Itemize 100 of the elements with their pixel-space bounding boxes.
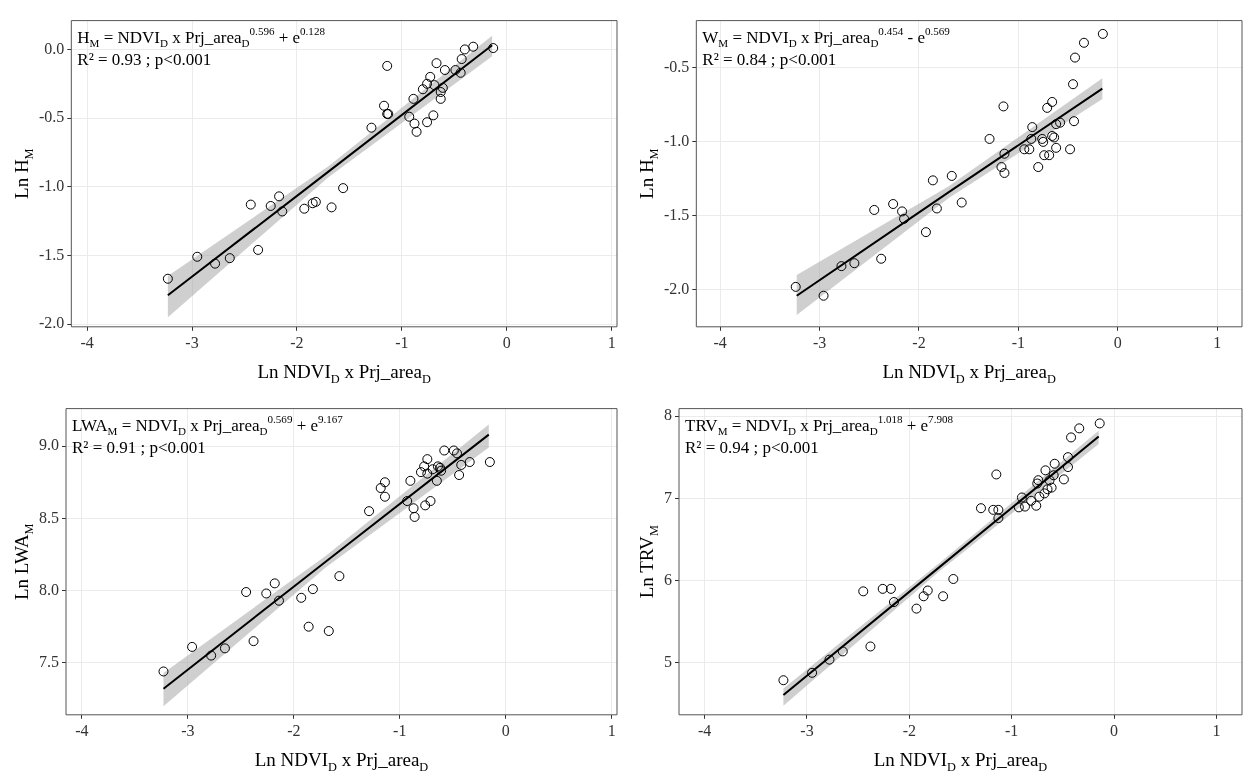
annotation: R² = 0.91 ; p<0.001 [72, 437, 206, 457]
point [920, 227, 931, 238]
y-axis-title: Ln LWAM [11, 523, 36, 600]
y-axis-title: Ln HM [11, 148, 36, 199]
point [999, 167, 1010, 178]
point [849, 258, 860, 269]
point [1039, 488, 1050, 499]
point [456, 54, 467, 65]
point [210, 258, 221, 269]
point [338, 183, 349, 194]
point [1070, 52, 1081, 63]
point [1058, 474, 1069, 485]
point [818, 290, 829, 301]
point [993, 504, 1004, 515]
point [420, 500, 431, 511]
point [1074, 423, 1085, 434]
point [429, 80, 440, 91]
point [326, 202, 337, 213]
point [277, 206, 288, 217]
y-tick-label: 5 [664, 653, 672, 671]
point [439, 445, 450, 456]
x-tick-label: -1 [395, 333, 409, 351]
point [334, 571, 345, 582]
point [323, 626, 334, 637]
point [488, 43, 499, 54]
point [1044, 150, 1055, 161]
point [1046, 482, 1057, 493]
point [307, 584, 318, 595]
point [1048, 470, 1059, 481]
x-tick-label: 0 [1113, 333, 1122, 351]
annotation: R² = 0.84 ; p<0.001 [702, 49, 837, 69]
point [422, 78, 433, 89]
y-tick-label: 9.0 [39, 436, 59, 454]
y-tick-label: 0.0 [44, 39, 65, 57]
point [437, 82, 448, 93]
point [1047, 96, 1058, 107]
point [1019, 501, 1030, 512]
point [454, 470, 465, 481]
point [419, 461, 430, 472]
point [158, 666, 169, 677]
point [417, 84, 428, 95]
point [382, 60, 393, 71]
point [265, 200, 276, 211]
x-tick-label: -4 [75, 721, 89, 739]
point [993, 513, 1004, 524]
point [869, 204, 880, 215]
point [877, 583, 888, 594]
y-tick-label: 6 [664, 570, 672, 588]
point [464, 457, 475, 468]
y-tick-label: -0.5 [664, 58, 690, 76]
point [946, 170, 957, 181]
point [241, 587, 252, 598]
point [1097, 28, 1108, 39]
x-tick-label: -2 [290, 333, 304, 351]
point [425, 71, 436, 82]
point [408, 93, 419, 104]
y-tick-label: -1.0 [39, 176, 65, 194]
point [1034, 491, 1045, 502]
point [988, 504, 999, 515]
point [422, 468, 433, 479]
x-tick-label: 1 [1212, 721, 1221, 739]
point [1066, 432, 1077, 443]
point [299, 203, 310, 214]
point [409, 118, 420, 129]
point [296, 592, 307, 603]
point [411, 126, 422, 137]
point [1016, 492, 1027, 503]
x-tick-label: -3 [181, 721, 195, 739]
point [1055, 117, 1066, 128]
point [927, 175, 938, 186]
point [269, 578, 280, 589]
y-tick-label: -1.5 [39, 245, 65, 263]
x-tick-label: -3 [800, 721, 814, 739]
point [274, 191, 285, 202]
point [273, 595, 284, 606]
x-tick-label: 0 [501, 721, 510, 739]
point [405, 475, 416, 486]
point [415, 467, 426, 478]
point [455, 67, 466, 78]
y-tick-label: -2.0 [664, 280, 690, 298]
point [379, 477, 390, 488]
point [1062, 462, 1073, 473]
point [452, 448, 462, 459]
point [931, 203, 942, 214]
point [948, 573, 959, 584]
y-tick-label: 8.5 [39, 508, 59, 526]
point [790, 281, 801, 292]
point [858, 586, 869, 597]
point [431, 475, 442, 486]
point [865, 641, 876, 652]
point [408, 503, 419, 514]
point [1026, 495, 1037, 506]
point [1039, 150, 1050, 161]
x-tick-label: -3 [185, 333, 199, 351]
x-tick-label: -2 [287, 721, 301, 739]
point [364, 506, 375, 517]
point [1027, 122, 1038, 133]
point [1065, 144, 1076, 155]
point [836, 261, 847, 272]
x-tick-label: 1 [607, 333, 616, 351]
